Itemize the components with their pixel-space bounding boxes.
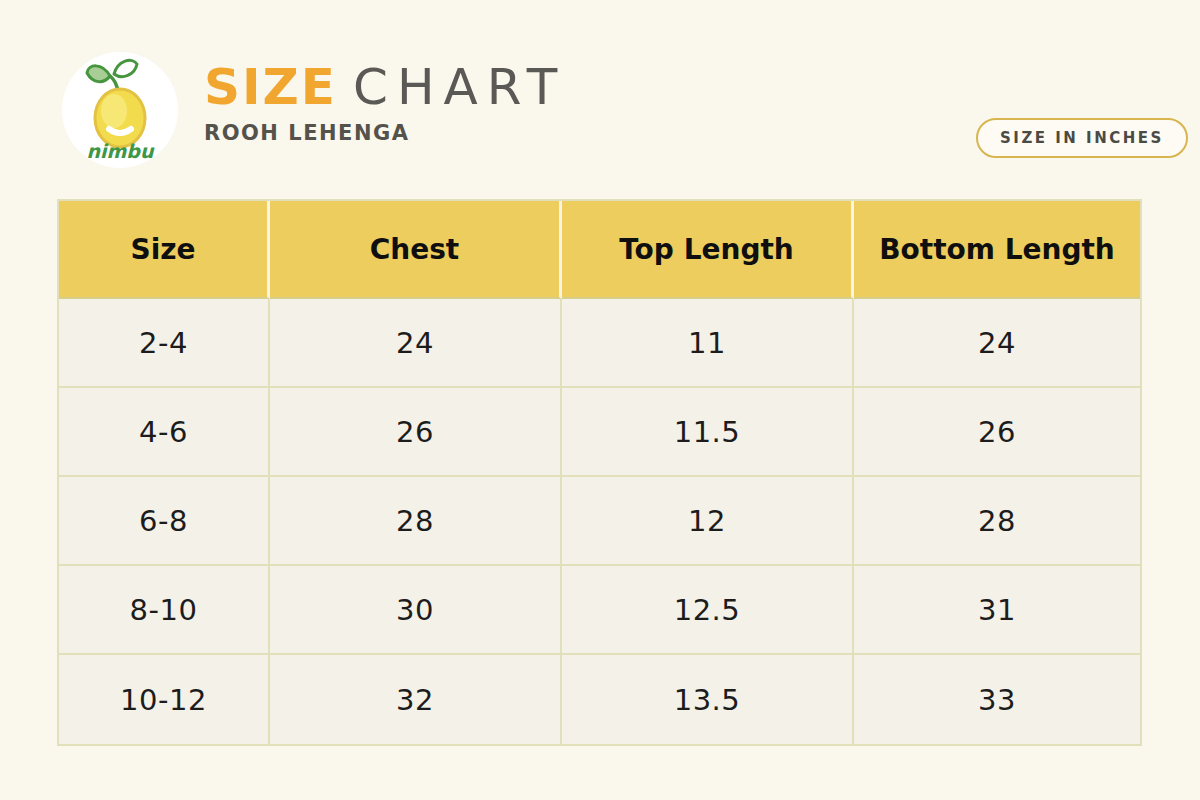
table-row: 8-103012.531	[59, 566, 1140, 655]
table-header: SizeChestTop LengthBottom Length	[59, 201, 1140, 299]
measurement-cell: 30	[270, 566, 562, 655]
measurement-cell: 26	[270, 388, 562, 477]
measurement-cell: 12.5	[562, 566, 854, 655]
measurement-cell: 28	[270, 477, 562, 566]
size-unit-badge: SIZE IN INCHES	[976, 118, 1188, 158]
title-block: SIZE CHART ROOH LEHENGA	[204, 62, 566, 145]
brand-logo: nimbu	[62, 52, 178, 168]
measurement-cell: 33	[854, 655, 1140, 744]
measurement-cell: 11.5	[562, 388, 854, 477]
column-header-chest: Chest	[270, 201, 562, 299]
column-header-top-length: Top Length	[562, 201, 854, 299]
size-chart-table: SizeChestTop LengthBottom Length 2-42411…	[57, 199, 1142, 746]
table-row: 6-8281228	[59, 477, 1140, 566]
table-row: 10-123213.533	[59, 655, 1140, 744]
size-cell: 2-4	[59, 299, 270, 388]
column-header-size: Size	[59, 201, 270, 299]
lemon-icon: nimbu	[62, 52, 178, 168]
measurement-cell: 24	[270, 299, 562, 388]
title-word-chart: CHART	[353, 62, 566, 112]
table-body: 2-42411244-62611.5266-82812288-103012.53…	[59, 299, 1140, 744]
size-cell: 6-8	[59, 477, 270, 566]
measurement-cell: 26	[854, 388, 1140, 477]
measurement-cell: 32	[270, 655, 562, 744]
size-cell: 10-12	[59, 655, 270, 744]
table-row: 2-4241124	[59, 299, 1140, 388]
header-row: SizeChestTop LengthBottom Length	[59, 201, 1140, 299]
measurement-cell: 28	[854, 477, 1140, 566]
product-name: ROOH LEHENGA	[204, 121, 566, 145]
measurement-cell: 13.5	[562, 655, 854, 744]
table-row: 4-62611.526	[59, 388, 1140, 477]
brand-name: nimbu	[87, 140, 155, 162]
size-cell: 4-6	[59, 388, 270, 477]
size-cell: 8-10	[59, 566, 270, 655]
size-chart-page: nimbu SIZE CHART ROOH LEHENGA SIZE IN IN…	[0, 0, 1200, 800]
measurement-cell: 11	[562, 299, 854, 388]
column-header-bottom-length: Bottom Length	[854, 201, 1140, 299]
measurement-cell: 24	[854, 299, 1140, 388]
measurement-cell: 12	[562, 477, 854, 566]
measurement-cell: 31	[854, 566, 1140, 655]
page-title: SIZE CHART	[204, 62, 566, 112]
title-word-size: SIZE	[204, 62, 337, 112]
